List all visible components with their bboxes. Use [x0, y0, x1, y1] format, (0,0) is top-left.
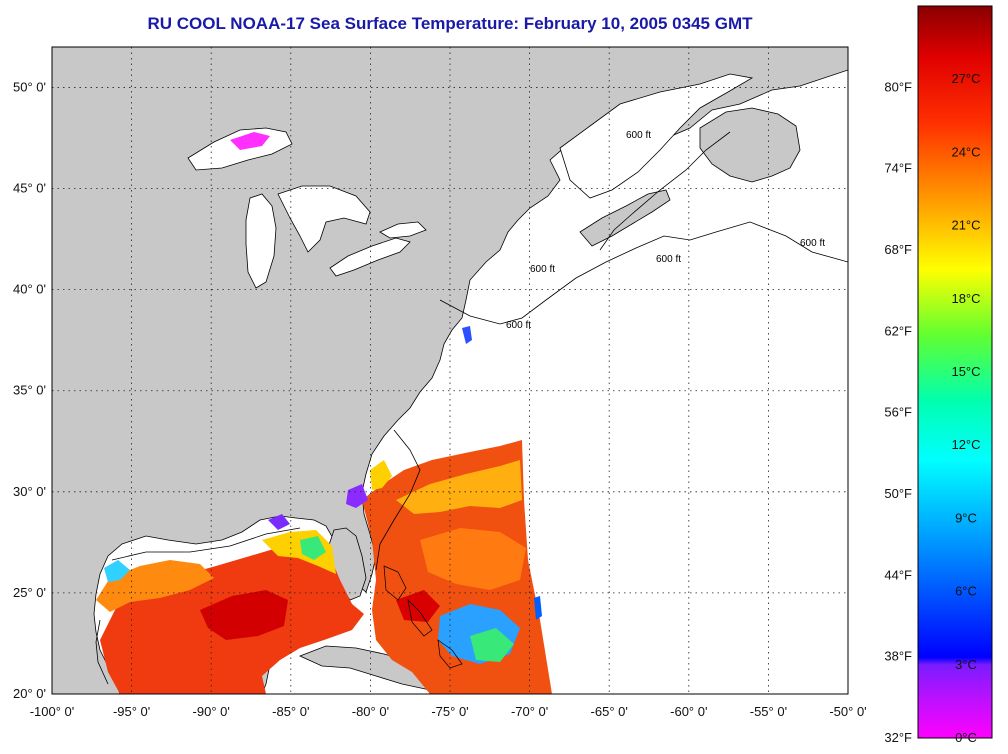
colorbar-fahrenheit-label: 80°F: [884, 79, 912, 94]
longitude-tick-label: -75° 0': [431, 704, 468, 719]
colorbar-celsius-label: 0°C: [955, 730, 977, 745]
longitude-tick-label: -80° 0': [352, 704, 389, 719]
sst-atlantic: [346, 326, 552, 694]
great-lakes: [187, 127, 427, 289]
lake-superior-sst: [230, 132, 270, 150]
sst-gulf-of-mexico: [96, 514, 364, 694]
longitude-tick-label: -50° 0': [829, 704, 866, 719]
land-newfoundland: [699, 107, 801, 183]
colorbar-fahrenheit-labels: 80°F 74°F 68°F 62°F 56°F 50°F 44°F 38°F 32°F: [884, 79, 912, 745]
latitude-tick-label: 40° 0': [13, 282, 46, 297]
colorbar-celsius-label: 12°C: [951, 437, 980, 452]
longitude-labels: -100° 0' -95° 0' -90° 0' -85° 0' -80° 0' -75°…: [30, 704, 867, 719]
isobath-label: 600 ft: [530, 264, 555, 275]
latitude-tick-label: 30° 0': [13, 484, 46, 499]
longitude-tick-label: -55° 0': [750, 704, 787, 719]
latitude-tick-label: 45° 0': [13, 181, 46, 196]
colorbar-celsius-labels: 27°C 24°C 21°C 18°C 15°C 12°C 9°C 6°C 3°C 0°C: [951, 71, 980, 745]
isobath-label: 600 ft: [626, 130, 651, 141]
colorbar-fahrenheit-label: 62°F: [884, 323, 912, 338]
colorbar-fahrenheit-label: 56°F: [884, 405, 912, 420]
colorbar-fahrenheit-label: 38°F: [884, 649, 912, 664]
colorbar-fahrenheit-label: 32°F: [884, 730, 912, 745]
colorbar-fahrenheit-label: 68°F: [884, 242, 912, 257]
longitude-tick-label: -65° 0': [591, 704, 628, 719]
colorbar-celsius-label: 24°C: [951, 144, 980, 159]
colorbar: [917, 5, 993, 739]
land-nova-scotia: [579, 189, 671, 247]
graticule: [52, 47, 848, 694]
colorbar-celsius-label: 27°C: [951, 71, 980, 86]
longitude-tick-label: -95° 0': [113, 704, 150, 719]
longitude-tick-label: -85° 0': [272, 704, 309, 719]
colorbar-celsius-label: 15°C: [951, 364, 980, 379]
map-frame: [51, 46, 849, 695]
latitude-tick-label: 50° 0': [13, 79, 46, 94]
latitude-tick-label: 20° 0': [13, 686, 46, 701]
map-title: RU COOL NOAA-17 Sea Surface Temperature:…: [147, 14, 753, 33]
colorbar-celsius-label: 18°C: [951, 291, 980, 306]
colorbar-fahrenheit-label: 50°F: [884, 486, 912, 501]
colorbar-celsius-label: 6°C: [955, 584, 977, 599]
isobath-lines: [95, 131, 848, 685]
colorbar-fahrenheit-label: 44°F: [884, 567, 912, 582]
longitude-tick-label: -70° 0': [511, 704, 548, 719]
latitude-labels: 20° 0' 25° 0' 30° 0' 35° 0' 40° 0' 45° 0' 50° …: [13, 79, 46, 701]
isobath-label: 600 ft: [506, 320, 531, 331]
colorbar-fahrenheit-label: 74°F: [884, 161, 912, 176]
isobath-label: 600 ft: [800, 238, 825, 249]
gulf-st-lawrence: [559, 73, 754, 199]
colorbar-celsius-label: 3°C: [955, 657, 977, 672]
longitude-tick-label: -90° 0': [193, 704, 230, 719]
isobath-labels: 600 ft 600 ft 600 ft 600 ft 600 ft: [506, 130, 825, 331]
isobath-label: 600 ft: [656, 254, 681, 265]
latitude-tick-label: 35° 0': [13, 383, 46, 398]
colorbar-celsius-label: 9°C: [955, 510, 977, 525]
colorbar-celsius-label: 21°C: [951, 218, 980, 233]
bahamas-islands: [383, 565, 463, 669]
latitude-tick-label: 25° 0': [13, 585, 46, 600]
longitude-tick-label: -100° 0': [30, 704, 75, 719]
longitude-tick-label: -60° 0': [670, 704, 707, 719]
